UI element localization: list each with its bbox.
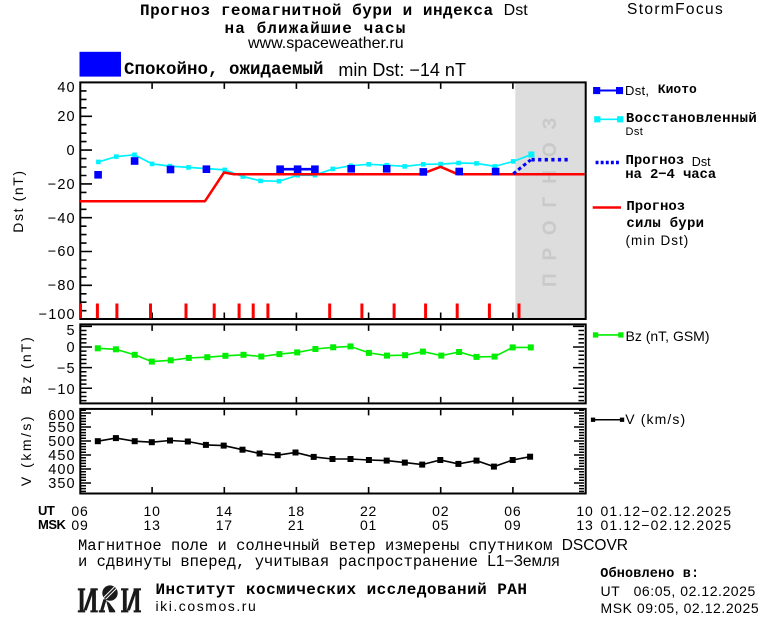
svg-text:ПРОГНОЗ: ПРОГНОЗ — [540, 105, 561, 287]
